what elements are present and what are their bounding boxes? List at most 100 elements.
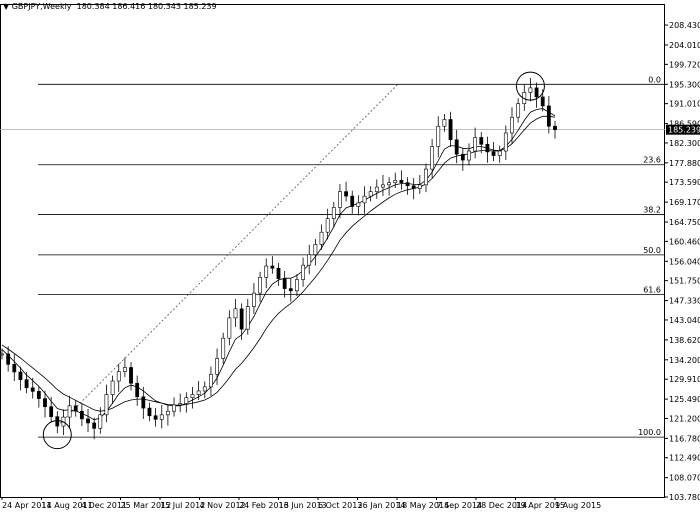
candle-body: [307, 254, 312, 266]
candle-body: [295, 279, 299, 292]
y-tick-label: 108.070: [669, 474, 700, 483]
candle-body: [153, 415, 158, 420]
y-tick-label: 129.910: [669, 375, 700, 384]
y-tick-label: 143.040: [669, 316, 700, 325]
candle-body: [313, 244, 318, 256]
candle-body: [12, 364, 17, 373]
highlight-circle: [515, 71, 545, 101]
candle-body: [546, 105, 551, 127]
candle-body: [417, 184, 422, 189]
y-tick-label: 156.040: [669, 257, 700, 266]
candle-body: [368, 191, 373, 197]
y-tick-label: 151.750: [669, 277, 700, 286]
candle-body: [30, 387, 35, 392]
candle-body: [86, 418, 90, 424]
x-tick-label: 4 Dec 2011: [81, 501, 127, 510]
candle-body: [104, 394, 109, 416]
y-tick-label: 147.330: [669, 297, 700, 306]
highlight-circle: [42, 420, 72, 450]
ohlc-values: 180.384 186.416 180.343 185.239: [76, 2, 217, 11]
candle-body: [442, 119, 447, 127]
candle-body: [0, 353, 4, 356]
candle-body: [510, 116, 514, 134]
candle-body: [399, 180, 404, 183]
fib-level-label: 0.0: [648, 75, 661, 84]
candle-body: [301, 264, 305, 280]
candle-body: [448, 119, 453, 141]
candle-body: [276, 267, 281, 279]
candle-body: [553, 125, 557, 130]
candle-body: [319, 231, 324, 245]
candles-group: [0, 77, 557, 440]
candle-body: [92, 422, 97, 429]
candle-body: [215, 358, 219, 375]
candle-body: [338, 191, 342, 208]
trendline-dotted: [57, 84, 399, 427]
candle-body: [356, 202, 361, 207]
candle-body: [221, 337, 226, 359]
candle-body: [6, 353, 11, 365]
candle-body: [460, 153, 465, 161]
candle-body: [381, 184, 385, 188]
candle-body: [18, 371, 23, 380]
candle-body: [331, 207, 336, 219]
y-tick-label: 191.010: [669, 100, 700, 109]
candle-body: [411, 185, 416, 189]
x-tick-label: 6 Oct 2013: [318, 501, 362, 510]
candle-body: [122, 367, 127, 372]
candle-body: [184, 397, 189, 404]
candle-body: [436, 125, 441, 147]
x-tick-label: 19 Apr 2015: [516, 501, 565, 510]
candle-body: [55, 416, 60, 427]
y-tick-label: 103.780: [669, 493, 700, 502]
candle-body: [196, 390, 201, 395]
candle-body: [516, 103, 521, 118]
x-tick-label: 24 Apr 2011: [2, 501, 51, 510]
x-tick-label: 14 Aug 2011: [42, 501, 93, 510]
candle-body: [467, 150, 471, 161]
y-tick-label: 134.200: [669, 356, 700, 365]
candle-body: [245, 306, 250, 330]
fib-level-label: 38.2: [643, 206, 661, 215]
candle-body: [129, 367, 133, 384]
candle-body: [393, 180, 398, 183]
candle-body: [202, 386, 207, 392]
y-tick-label: 138.620: [669, 336, 700, 345]
y-tick-label: 164.750: [669, 218, 700, 227]
candle-body: [252, 292, 256, 307]
candle-body: [49, 406, 54, 417]
candle-body: [147, 407, 152, 417]
y-tick-label: 208.430: [669, 21, 700, 30]
candle-body: [387, 182, 392, 186]
y-tick-label: 173.590: [669, 178, 700, 187]
x-tick-label: 26 Jan 2014: [358, 501, 406, 510]
candle-body: [479, 137, 484, 145]
candle-body: [362, 195, 367, 204]
candle-body: [325, 218, 330, 233]
candle-body: [190, 394, 195, 399]
x-tick-label: 4 Nov 2012: [200, 501, 246, 510]
x-tick-label: 9 Aug 2015: [555, 501, 601, 510]
candle-body: [350, 195, 355, 207]
fib-level-label: 23.6: [643, 156, 661, 165]
candle-body: [239, 308, 244, 330]
x-tick-label: 7 Sep 2014: [437, 501, 483, 510]
x-tick-label: 25 Mar 2012: [121, 501, 172, 510]
plot-frame: [0, 4, 665, 498]
candle-body: [528, 87, 533, 93]
candle-body: [405, 182, 410, 187]
chart-header: ▼ GBPJPY,Weekly 180.384 186.416 180.343 …: [3, 2, 217, 11]
candle-body: [73, 405, 78, 412]
y-tick-label: 204.010: [669, 41, 700, 50]
candle-body: [67, 405, 72, 418]
menu-triangle-icon[interactable]: ▼: [3, 2, 10, 11]
candle-body: [141, 396, 146, 409]
candle-body: [430, 146, 435, 170]
candle-body: [258, 276, 262, 294]
y-tick-label: 169.170: [669, 198, 700, 207]
candle-body: [43, 398, 47, 408]
y-tick-label: 182.300: [669, 139, 700, 148]
y-tick-label: 125.490: [669, 395, 700, 404]
